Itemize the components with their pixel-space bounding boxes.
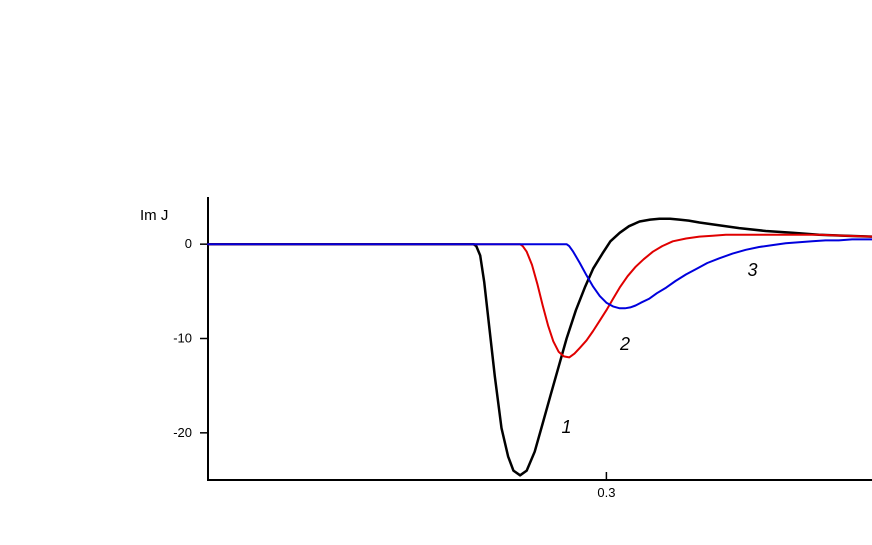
x-tick-label: 0.3 <box>597 485 615 500</box>
series-group <box>206 217 872 477</box>
plot-area: Im J 0 -10 -20 0.3 1 2 3 <box>140 197 872 500</box>
y-ticks: 0 -10 -20 <box>173 236 208 440</box>
curve-label-1: 1 <box>562 417 572 437</box>
y-tick-label: -10 <box>173 331 192 346</box>
x-ticks: 0.3 <box>597 472 615 500</box>
series-line-3 <box>207 238 872 310</box>
y-tick-label: 0 <box>185 236 192 251</box>
curve-label-2: 2 <box>619 334 630 354</box>
y-axis-title: Im J <box>140 207 168 224</box>
y-tick-label: -20 <box>173 425 192 440</box>
curve-label-3: 3 <box>747 260 757 280</box>
series-line-1 <box>206 217 872 477</box>
curve-labels: 1 2 3 <box>562 260 758 437</box>
series-line-2 <box>207 233 872 359</box>
